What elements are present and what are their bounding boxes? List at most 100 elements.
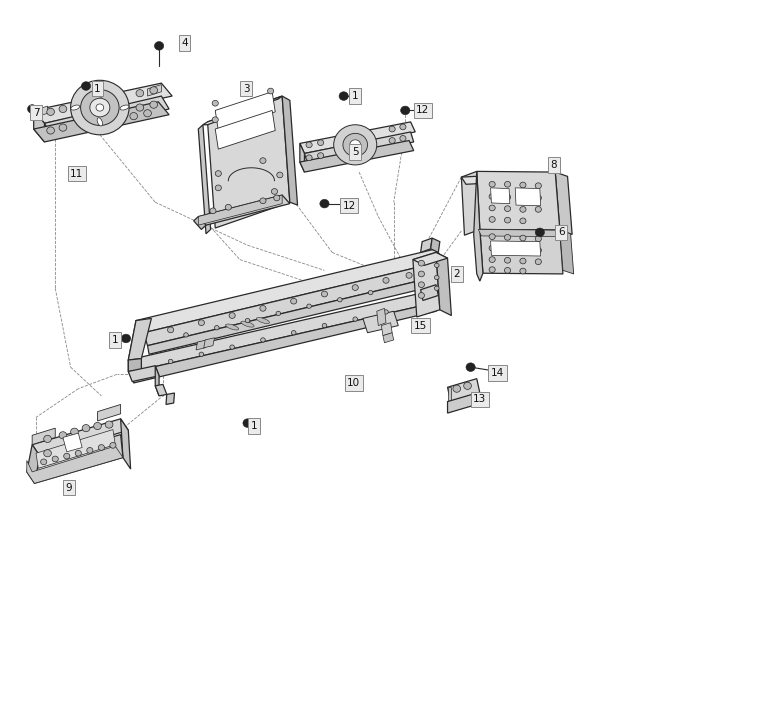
Polygon shape [128, 320, 144, 372]
Circle shape [290, 298, 296, 304]
Circle shape [535, 248, 541, 253]
Circle shape [504, 206, 510, 212]
Polygon shape [198, 125, 211, 234]
Circle shape [306, 142, 312, 148]
Circle shape [210, 208, 216, 214]
Circle shape [535, 228, 544, 237]
Text: 15: 15 [414, 320, 427, 330]
Circle shape [41, 459, 47, 464]
Circle shape [260, 305, 266, 311]
Polygon shape [134, 301, 442, 383]
Polygon shape [479, 230, 560, 237]
Circle shape [520, 235, 526, 241]
Circle shape [136, 104, 144, 111]
Polygon shape [136, 320, 144, 346]
Circle shape [520, 268, 526, 274]
Text: 1: 1 [250, 421, 257, 431]
Circle shape [52, 456, 59, 462]
Circle shape [504, 258, 510, 264]
Circle shape [453, 385, 461, 392]
Text: 8: 8 [550, 160, 557, 170]
Ellipse shape [97, 118, 103, 126]
Polygon shape [120, 419, 130, 469]
Text: 1: 1 [112, 335, 119, 345]
Circle shape [150, 101, 157, 108]
Circle shape [489, 257, 495, 263]
Ellipse shape [225, 324, 239, 330]
Polygon shape [204, 338, 215, 348]
Polygon shape [45, 96, 169, 136]
Polygon shape [128, 318, 151, 360]
Circle shape [93, 423, 101, 430]
Polygon shape [431, 238, 440, 253]
Polygon shape [300, 122, 415, 153]
Circle shape [59, 124, 66, 131]
Circle shape [520, 182, 526, 188]
Text: 1: 1 [94, 84, 101, 94]
Circle shape [230, 345, 235, 349]
Circle shape [489, 181, 495, 187]
Circle shape [245, 318, 250, 323]
Circle shape [212, 100, 218, 106]
Polygon shape [97, 405, 120, 421]
Circle shape [47, 108, 55, 115]
Circle shape [243, 419, 252, 428]
Polygon shape [144, 261, 448, 346]
Circle shape [70, 81, 129, 135]
Circle shape [225, 204, 232, 210]
Polygon shape [128, 289, 442, 372]
Ellipse shape [120, 105, 129, 110]
Circle shape [418, 261, 425, 266]
Polygon shape [383, 333, 394, 343]
Polygon shape [194, 217, 206, 230]
Circle shape [535, 195, 541, 201]
Circle shape [44, 436, 52, 443]
Circle shape [168, 327, 174, 333]
Text: 1: 1 [352, 91, 358, 101]
Circle shape [535, 183, 541, 189]
Circle shape [317, 153, 323, 158]
Text: 7: 7 [32, 107, 39, 117]
Polygon shape [491, 188, 510, 204]
Circle shape [339, 91, 348, 100]
Circle shape [184, 333, 188, 337]
Polygon shape [448, 387, 451, 402]
Text: 12: 12 [416, 105, 429, 115]
Text: 3: 3 [242, 84, 249, 94]
Circle shape [400, 124, 406, 130]
Polygon shape [27, 446, 123, 483]
Circle shape [47, 127, 55, 134]
Circle shape [535, 207, 541, 212]
Circle shape [215, 325, 219, 330]
Ellipse shape [256, 318, 269, 323]
Circle shape [272, 189, 278, 194]
Circle shape [520, 247, 526, 253]
Circle shape [198, 320, 205, 325]
Polygon shape [32, 419, 128, 456]
Polygon shape [462, 171, 480, 235]
Circle shape [350, 140, 361, 150]
Polygon shape [128, 366, 159, 382]
Circle shape [464, 382, 472, 390]
Circle shape [96, 104, 103, 111]
Text: 12: 12 [343, 201, 356, 211]
Circle shape [306, 155, 312, 161]
Polygon shape [300, 143, 304, 172]
Circle shape [343, 133, 367, 156]
Circle shape [520, 207, 526, 212]
Circle shape [389, 138, 395, 143]
Polygon shape [363, 311, 398, 333]
Circle shape [520, 258, 526, 264]
Circle shape [317, 140, 323, 145]
Circle shape [28, 104, 37, 113]
Circle shape [110, 443, 116, 449]
Polygon shape [34, 110, 45, 142]
Polygon shape [128, 359, 141, 372]
Circle shape [353, 317, 357, 321]
Text: 6: 6 [558, 228, 564, 238]
Circle shape [260, 158, 266, 163]
Circle shape [535, 259, 541, 265]
Circle shape [418, 292, 425, 298]
Polygon shape [32, 435, 123, 483]
Polygon shape [215, 110, 276, 149]
